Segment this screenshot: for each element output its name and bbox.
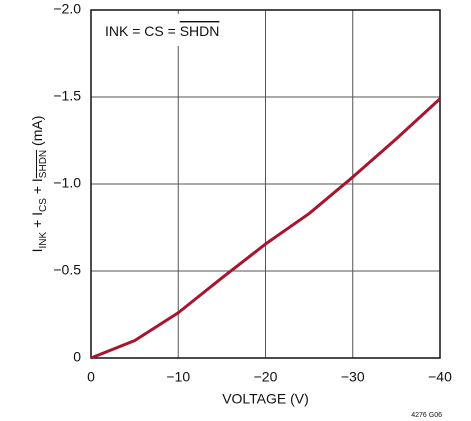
y-axis-label-part: INK — [38, 231, 49, 248]
plot-frame — [90, 9, 441, 359]
x-tick-label: −10 — [166, 369, 190, 385]
x-tick-label: 0 — [87, 369, 95, 385]
y-tick-label: −1.5 — [53, 88, 81, 104]
annotation-background — [95, 14, 253, 46]
data-line — [90, 97, 442, 360]
annotation: INK = CS = SHDN — [105, 23, 219, 39]
annotation-part: SHDN — [180, 23, 220, 39]
y-axis-label-part: I — [29, 248, 45, 252]
y-axis-label-part: (mA) — [29, 116, 45, 150]
y-tick-label: −0.5 — [53, 262, 81, 278]
x-tick-label: −20 — [254, 369, 278, 385]
y-axis-label-part: + I — [29, 178, 45, 198]
y-tick-label: 0 — [73, 349, 81, 365]
y-tick-label: −2.0 — [53, 1, 81, 17]
y-tick-label: −1.0 — [53, 175, 81, 191]
x-axis-label: VOLTAGE (V) — [222, 391, 309, 407]
footnote: 4276 G06 — [411, 412, 442, 419]
y-axis-label: IINK + ICS + ISHDN (mA) — [29, 116, 49, 253]
y-axis-label-part: + I — [29, 212, 45, 232]
x-tick-label: −30 — [341, 369, 365, 385]
x-tick-label: −40 — [428, 369, 452, 385]
annotation-part: INK = CS = — [105, 23, 180, 39]
y-axis-label-part: SHDN — [38, 150, 49, 178]
y-axis-label-part: CS — [38, 198, 49, 212]
